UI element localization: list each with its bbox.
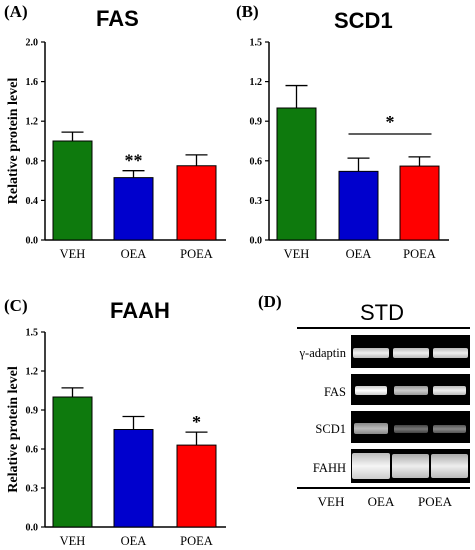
blot-band — [352, 453, 390, 479]
y-tick-label: 1.5 — [250, 38, 263, 49]
y-tick-label: 1.6 — [26, 77, 39, 88]
blot-band — [433, 386, 466, 395]
blot-band — [394, 425, 428, 433]
bar — [52, 396, 93, 528]
bar — [52, 140, 93, 241]
x-tick-label: OEA — [121, 247, 147, 261]
chart-b-title: SCD1 — [334, 8, 393, 33]
bar — [113, 177, 154, 241]
y-tick-label: 0.0 — [26, 236, 39, 247]
y-tick-label: 1.5 — [26, 328, 39, 339]
y-axis-label: Relative protein level — [6, 366, 21, 493]
blot-band — [394, 386, 428, 395]
chart-a-title: FAS — [96, 6, 139, 31]
x-tick-label: OEA — [121, 534, 147, 548]
y-tick-label: 0.4 — [26, 196, 39, 207]
chart-c-title: FAAH — [110, 298, 170, 323]
y-tick-label: 0.6 — [250, 156, 263, 167]
significance-label: * — [192, 412, 201, 432]
blot-strip-fahh — [351, 449, 470, 483]
panel-b-letter: (B) — [236, 2, 259, 21]
bar — [338, 170, 379, 241]
blot-lane-label: OEA — [367, 494, 395, 509]
x-tick-label: POEA — [180, 247, 213, 261]
blot-band — [393, 348, 429, 358]
blot-band — [354, 423, 388, 434]
significance-label: * — [386, 112, 395, 132]
y-tick-label: 0.6 — [26, 445, 39, 456]
blot-band — [353, 348, 389, 358]
x-tick-label: VEH — [60, 247, 86, 261]
x-tick-label: OEA — [346, 247, 372, 261]
bar — [399, 165, 440, 241]
y-tick-label: 0.8 — [26, 156, 39, 167]
y-tick-label: 1.2 — [26, 367, 39, 378]
x-tick-label: POEA — [403, 247, 436, 261]
blot-band — [431, 454, 468, 478]
panel-c-letter: (C) — [4, 296, 28, 315]
y-tick-label: 0.3 — [250, 196, 263, 207]
bar — [176, 444, 217, 528]
blot-strip-scd1 — [351, 411, 470, 443]
y-tick-label: 2.0 — [26, 38, 39, 49]
blot-title: STD — [360, 300, 404, 325]
significance-label: ** — [125, 151, 143, 171]
blot-strip-gamma-adaptin — [351, 335, 470, 368]
x-tick-label: POEA — [180, 534, 213, 548]
y-tick-label: 0.0 — [26, 523, 39, 534]
blot-row-label: FAS — [323, 385, 346, 399]
blot-row-label: SCD1 — [315, 422, 346, 436]
blot-strip-fas — [351, 374, 470, 405]
y-axis-label: Relative protein level — [6, 78, 21, 205]
y-tick-label: 1.2 — [26, 117, 39, 128]
blot-title-underline — [297, 327, 470, 329]
blot-band — [392, 454, 429, 478]
panel-d-letter: (D) — [258, 292, 282, 311]
bar — [113, 429, 154, 528]
y-tick-label: 0.9 — [26, 406, 39, 417]
blot-lane-label: VEH — [317, 494, 345, 509]
panel-a-letter: (A) — [4, 2, 28, 21]
blot-bottom-line — [297, 487, 470, 489]
y-tick-label: 1.2 — [250, 77, 263, 88]
y-tick-label: 0.3 — [26, 484, 39, 495]
blot-band — [433, 425, 466, 433]
blot-row-label: FAHH — [312, 461, 346, 475]
blot-lane-label: POEA — [418, 494, 452, 509]
bar — [176, 165, 217, 241]
y-tick-label: 0.9 — [250, 117, 263, 128]
x-tick-label: VEH — [60, 534, 86, 548]
blot-row-label: γ-adaptin — [299, 346, 346, 360]
blot-band — [355, 386, 387, 395]
x-tick-label: VEH — [284, 247, 310, 261]
blot-band — [433, 348, 468, 358]
bar — [276, 107, 317, 241]
y-tick-label: 0.0 — [250, 236, 263, 247]
